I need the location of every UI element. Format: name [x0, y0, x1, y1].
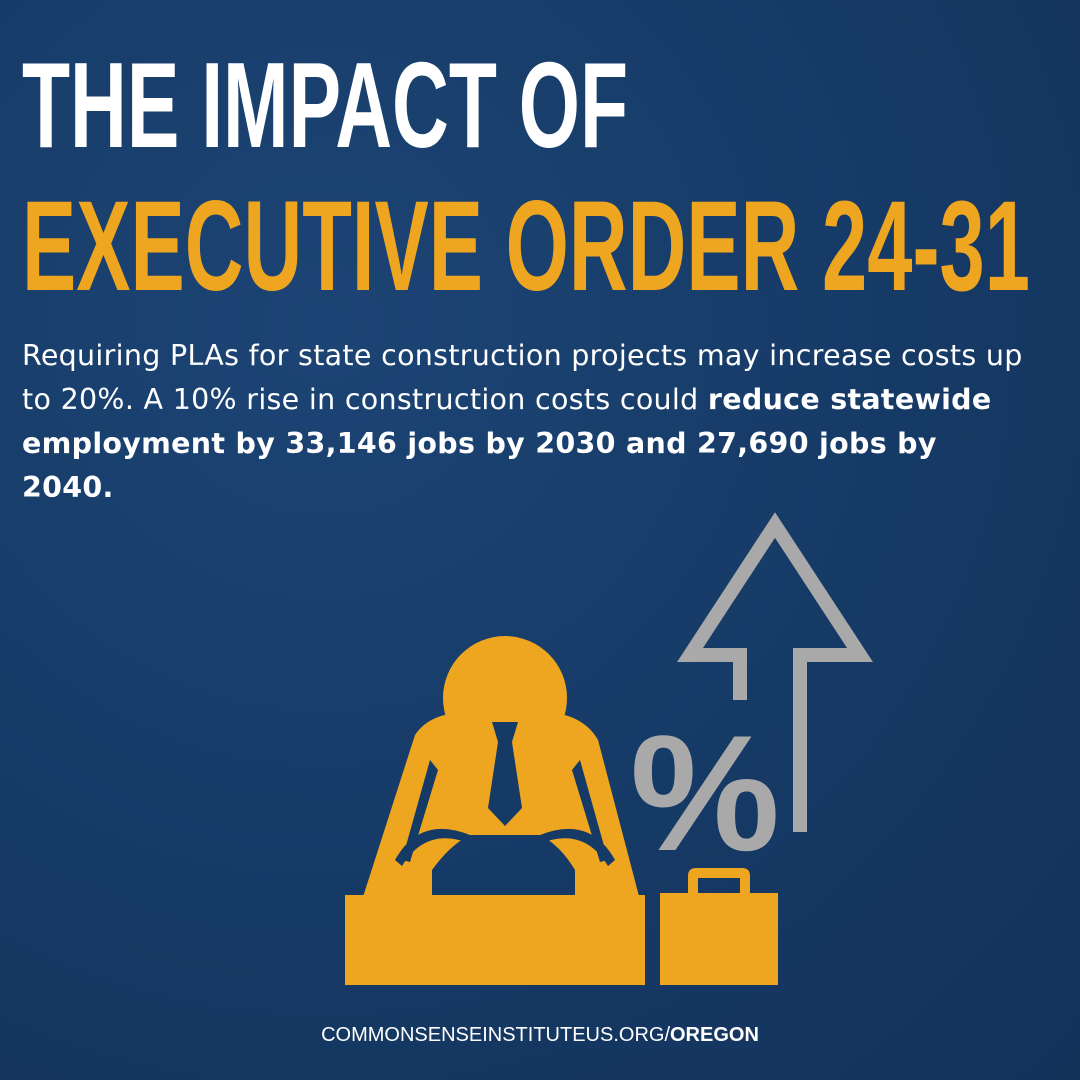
person-details [395, 722, 615, 866]
briefcase-icon [660, 868, 778, 985]
percent-icon: % [630, 701, 780, 885]
footer-url-bold: OREGON [670, 1024, 759, 1046]
arrow-icon [677, 512, 873, 832]
title-line-2: EXECUTIVE ORDER 24-31 [22, 175, 1030, 318]
description: Requiring PLAs for state construction pr… [22, 334, 1032, 510]
description-text: Requiring PLAs for state construction pr… [22, 339, 1023, 416]
description-bold: reduce statewide employment by 33,146 jo… [22, 383, 992, 504]
title-line-1: THE IMPACT OF [22, 37, 628, 173]
footer-url-text: COMMONSENSEINSTITUTEUS.ORG/ [321, 1024, 670, 1046]
footer-url: COMMONSENSEINSTITUTEUS.ORG/OREGON [0, 1024, 1080, 1047]
